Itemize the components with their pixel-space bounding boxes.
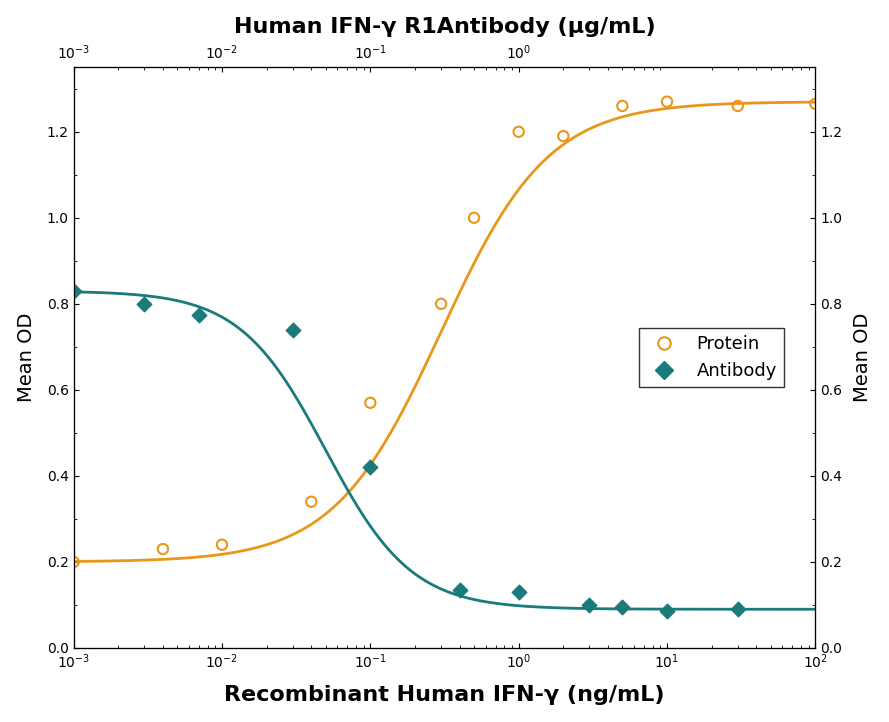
Point [67, 285, 81, 297]
Point [67, 556, 81, 567]
X-axis label: Human IFN-γ R1Antibody (μg/mL): Human IFN-γ R1Antibody (μg/mL) [234, 17, 655, 37]
Point [285, 324, 300, 336]
X-axis label: Recombinant Human IFN-γ (ng/mL): Recombinant Human IFN-γ (ng/mL) [224, 685, 665, 705]
Point [453, 584, 467, 596]
Point [615, 601, 629, 613]
Point [137, 298, 151, 310]
Point [582, 599, 597, 611]
Point [156, 543, 170, 554]
Point [660, 96, 674, 108]
Y-axis label: Mean OD: Mean OD [17, 313, 36, 402]
Point [364, 461, 378, 473]
Point [434, 298, 448, 310]
Point [731, 100, 745, 112]
Point [808, 98, 822, 110]
Point [192, 309, 206, 321]
Point [215, 539, 229, 550]
Point [660, 606, 674, 617]
Legend: Protein, Antibody: Protein, Antibody [638, 328, 784, 387]
Point [511, 586, 525, 598]
Y-axis label: Mean OD: Mean OD [853, 313, 872, 402]
Point [467, 212, 481, 224]
Point [557, 130, 571, 142]
Point [364, 397, 378, 409]
Point [511, 126, 525, 138]
Point [731, 604, 745, 615]
Point [304, 496, 318, 508]
Point [615, 100, 629, 112]
